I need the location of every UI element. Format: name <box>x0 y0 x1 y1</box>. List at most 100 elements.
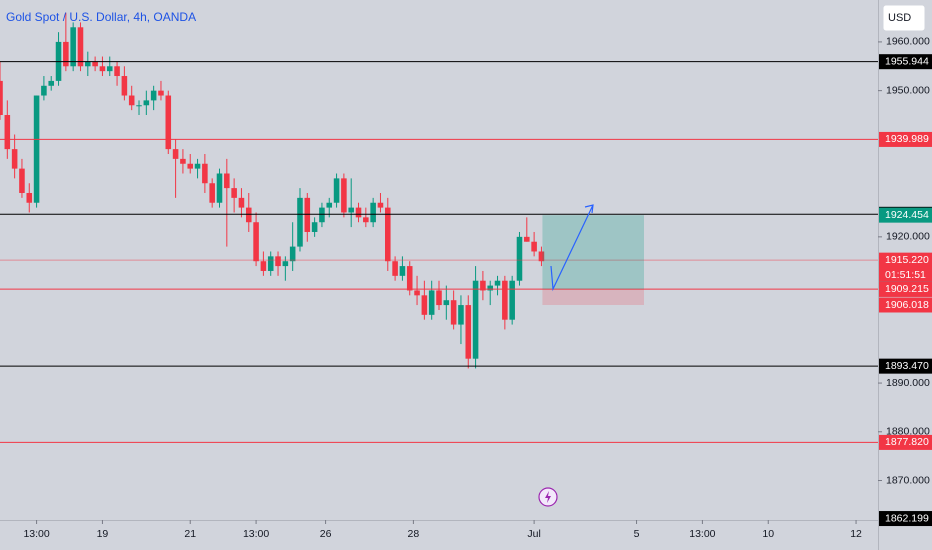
price-tag <box>879 131 932 147</box>
x-tick-label: 13:00 <box>689 528 715 540</box>
candle-body <box>165 95 172 150</box>
y-tick-label: 1920.000 <box>886 231 930 243</box>
price-tag-label: 1893.470 <box>885 360 929 372</box>
candle-body <box>458 305 464 325</box>
candle-body <box>231 188 237 198</box>
price-tag-label: 1906.018 <box>885 299 929 311</box>
candle-body <box>428 290 435 315</box>
candle-body <box>158 90 164 96</box>
candle-body <box>238 197 245 208</box>
price-tag-label: 1939.989 <box>885 133 929 145</box>
y-tick-label: 1890.000 <box>886 377 930 389</box>
y-tick-label: 1960.000 <box>886 36 930 48</box>
x-tick-label: 5 <box>634 528 640 540</box>
candle-body <box>245 207 252 223</box>
candle-body <box>143 100 150 106</box>
candle-body <box>209 183 215 203</box>
candle-body <box>487 285 493 291</box>
candle-body <box>341 178 347 213</box>
candle-body <box>494 280 501 286</box>
candle-body <box>289 246 296 262</box>
x-tick-label: 21 <box>184 528 196 540</box>
price-tag-countdown: 01:51:51 <box>885 269 926 281</box>
candle-body <box>216 173 223 203</box>
candle-body <box>187 163 194 169</box>
price-tag <box>879 207 932 223</box>
price-tag <box>879 54 932 70</box>
candle-body <box>348 207 354 213</box>
x-tick-label: Jul <box>527 528 540 540</box>
candle-body <box>275 256 281 267</box>
price-tag-label: 1924.454 <box>885 209 929 221</box>
candle-body <box>19 168 25 193</box>
candle-body <box>106 66 113 72</box>
candle-body <box>194 163 201 169</box>
candle-body <box>385 207 391 262</box>
candle-body <box>319 207 325 223</box>
candle-body <box>92 61 98 67</box>
candle-body <box>414 290 420 296</box>
axes: 1960.000 1950.000 1920.000 1890.000 1880.000… <box>23 36 932 540</box>
candle-body <box>333 178 340 203</box>
price-tag <box>879 434 932 450</box>
candle-body <box>48 80 54 86</box>
x-tick-label: 13:00 <box>23 528 49 540</box>
plot-area <box>0 12 878 443</box>
currency: USD <box>888 12 911 24</box>
candle-body <box>70 27 76 67</box>
candle-body <box>355 207 362 218</box>
price-tag <box>879 281 932 297</box>
price-tag <box>879 252 932 283</box>
candle-body <box>421 295 428 315</box>
candle-body <box>85 61 91 67</box>
candle-body <box>282 261 289 267</box>
candle-body <box>502 280 508 320</box>
candle-body <box>128 95 135 106</box>
candle-body <box>304 197 311 232</box>
candle-body <box>41 85 47 96</box>
candle-body <box>63 41 69 67</box>
candle-body <box>33 95 40 203</box>
x-tick-label: 19 <box>97 528 109 540</box>
price-tag <box>879 297 932 313</box>
price-tag-label: 1909.215 <box>885 283 929 295</box>
candle-body <box>0 80 3 116</box>
candle-body <box>370 202 376 223</box>
candle-body <box>516 236 523 281</box>
candle-body <box>399 266 406 276</box>
stop-zone <box>542 289 644 305</box>
price-tag-label: 1877.820 <box>885 436 929 448</box>
x-tick-label: 12 <box>850 528 862 540</box>
candle-body <box>121 76 128 96</box>
candle-body <box>267 256 274 271</box>
x-tick-label: 13:00 <box>243 528 269 540</box>
candle-body <box>450 300 457 325</box>
candle-body <box>224 173 230 189</box>
x-tick-label: 26 <box>320 528 332 540</box>
candle-body <box>480 280 486 291</box>
candle-body <box>392 261 398 276</box>
x-tick-label: 28 <box>408 528 420 540</box>
price-tag <box>879 358 932 374</box>
candle-body <box>180 158 186 164</box>
candle-body <box>326 202 333 208</box>
y-tick-label: 1950.000 <box>886 84 930 96</box>
candle-body <box>26 192 33 203</box>
candle-body <box>538 251 545 262</box>
position-tool <box>542 215 644 305</box>
currency-box[interactable] <box>882 4 926 32</box>
candle-body <box>524 236 530 242</box>
projection-arrow <box>550 204 594 292</box>
candle-body <box>4 115 11 150</box>
candle-body <box>311 222 318 232</box>
candle-body <box>377 202 384 208</box>
candle-body <box>472 280 479 359</box>
price-tag-label: 1955.944 <box>885 55 929 67</box>
candle-body <box>150 90 157 101</box>
candle-body <box>99 66 106 72</box>
candle-body <box>253 222 259 262</box>
candle-body <box>136 105 142 107</box>
